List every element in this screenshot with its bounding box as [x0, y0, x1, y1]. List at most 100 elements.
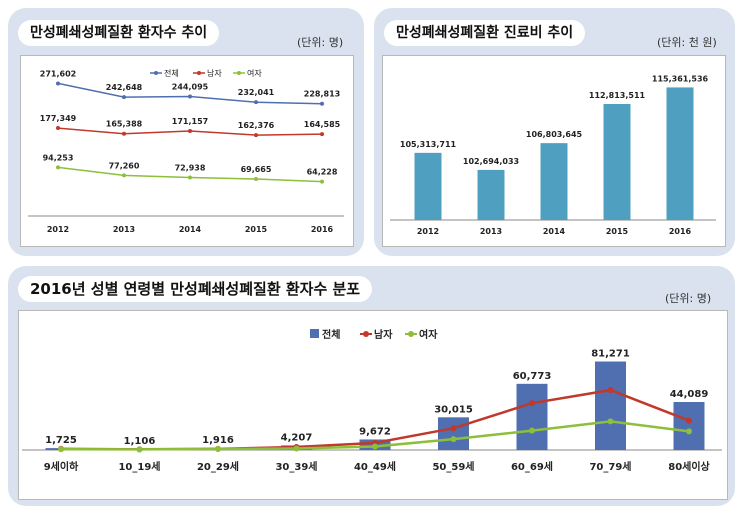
- chart1-data-point: [122, 95, 126, 100]
- chart2-data-label: 105,313,711: [400, 140, 457, 149]
- chart1-data-point: [320, 101, 324, 106]
- chart3-legend-marker: [363, 331, 369, 337]
- chart3-data-label: 4,207: [281, 432, 313, 443]
- chart3-data-label: 44,089: [670, 389, 709, 400]
- chart2-x-tick-label: 2014: [543, 227, 566, 236]
- chart3-x-tick-label: 10_19세: [118, 460, 160, 473]
- chart3-data-point: [372, 443, 378, 450]
- chart1-data-label: 228,813: [304, 90, 340, 99]
- chart3-data-point: [607, 387, 614, 394]
- chart3-data-point: [686, 428, 692, 435]
- chart1-data-label: 162,376: [238, 121, 275, 130]
- chart1-data-label: 94,253: [43, 153, 74, 162]
- chart1-unit: (단위: 명): [297, 36, 344, 49]
- chart1-data-point: [320, 132, 324, 137]
- chart1-data-label: 271,602: [40, 69, 76, 78]
- chart3-data-point: [58, 446, 64, 453]
- chart2-bar: [477, 169, 505, 220]
- chart1-data-point: [188, 94, 192, 99]
- chart3-data-point: [529, 427, 535, 434]
- chart2-bar: [540, 143, 568, 220]
- chart1-x-tick-label: 2012: [47, 225, 69, 234]
- chart2-bar: [414, 152, 442, 220]
- chart3-x-tick-label: 60_69세: [511, 460, 553, 473]
- chart1-data-label: 64,228: [307, 168, 338, 177]
- chart3-title: 2016년 성별 연령별 만성폐쇄성폐질환 환자수 분포: [18, 276, 373, 302]
- chart1-data-label: 165,388: [106, 120, 143, 129]
- chart1-legend-marker: [237, 71, 241, 75]
- chart1-data-label: 164,585: [304, 120, 341, 129]
- chart1-legend-marker: [154, 71, 158, 75]
- chart2-x-tick-label: 2012: [417, 227, 439, 236]
- chart1-x-tick-label: 2015: [245, 225, 268, 234]
- chart3-data-point: [136, 446, 143, 453]
- chart3-bar: [595, 361, 626, 450]
- chart3-legend-marker: [408, 331, 414, 337]
- chart2-title: 만성폐쇄성폐질환 진료비 추이: [384, 20, 586, 46]
- chart1-data-label: 72,938: [175, 163, 206, 172]
- chart3-data-point: [450, 425, 457, 432]
- chart1-legend-label: 여자: [247, 68, 262, 78]
- chart3-data-label: 30,015: [434, 404, 473, 415]
- chart3-x-tick-label: 20_29세: [197, 460, 239, 473]
- chart3-data-point: [529, 400, 535, 407]
- chart2-bar: [666, 87, 694, 220]
- chart1-legend-label: 남자: [207, 69, 222, 78]
- chart3-data-label: 1,106: [124, 436, 156, 447]
- chart1-data-label: 69,665: [241, 165, 272, 174]
- chart3-x-tick-label: 40_49세: [354, 460, 396, 473]
- chart1-data-label: 232,041: [238, 88, 275, 97]
- chart1-data-label: 244,095: [172, 82, 209, 91]
- chart1-x-tick-label: 2013: [113, 225, 135, 234]
- chart1-data-label: 177,349: [40, 114, 77, 123]
- chart3-legend-swatch: [310, 329, 319, 338]
- chart3-data-label: 81,271: [591, 349, 630, 360]
- chart2-data-label: 106,803,645: [526, 130, 583, 139]
- chart3-data-point: [215, 446, 221, 453]
- chart1-x-tick-label: 2014: [179, 225, 202, 234]
- chart3-legend-label: 여자: [419, 328, 438, 341]
- chart2-data-label: 115,361,536: [652, 74, 709, 83]
- chart1-data-point: [254, 133, 258, 138]
- chart2-x-tick-label: 2016: [669, 227, 692, 236]
- chart1-x-tick-label: 2016: [311, 225, 334, 234]
- chart1-data-point: [56, 81, 60, 86]
- chart3-x-tick-label: 50_59세: [432, 460, 474, 473]
- chart2-x-tick-label: 2013: [480, 227, 502, 236]
- chart3-data-point: [293, 445, 300, 452]
- chart1-data-point: [122, 131, 126, 136]
- chart3-bar: [438, 417, 469, 450]
- chart1-data-point: [254, 100, 258, 105]
- chart1-legend-marker: [197, 71, 201, 75]
- chart3-data-point: [607, 418, 614, 425]
- chart1-data-point: [188, 128, 192, 133]
- chart2-data-label: 102,694,033: [463, 157, 519, 166]
- chart1-title: 만성폐쇄성폐질환 환자수 추이: [18, 20, 220, 46]
- chart1-data-point: [320, 179, 324, 184]
- chart3-legend-label: 남자: [374, 328, 393, 341]
- chart3-data-label: 1,916: [202, 435, 234, 446]
- chart1-data-label: 242,648: [106, 83, 143, 92]
- chart2-data-label: 112,813,511: [589, 91, 646, 100]
- chart3-x-tick-label: 9세이하: [44, 460, 79, 473]
- chart3-data-point: [686, 417, 692, 424]
- chart2-x-tick-label: 2015: [606, 227, 629, 236]
- chart1-data-point: [56, 126, 60, 131]
- chart1-data-label: 171,157: [172, 117, 208, 126]
- chart3-bar: [673, 401, 705, 450]
- chart1-data-label: 77,260: [109, 161, 140, 170]
- chart3-x-tick-label: 80세이상: [668, 460, 710, 473]
- chart1-data-point: [122, 173, 126, 178]
- chart3-data-label: 1,725: [45, 435, 77, 446]
- chart3-legend-label: 전체: [322, 328, 340, 341]
- chart1-data-point: [188, 175, 192, 180]
- chart3-bar: [516, 383, 548, 450]
- chart2-bar: [603, 104, 631, 220]
- chart1-legend-label: 전체: [164, 68, 179, 78]
- chart3-unit: (단위: 명): [665, 292, 712, 305]
- chart2-unit: (단위: 천 원): [657, 36, 717, 49]
- chart3-data-label: 9,672: [359, 426, 391, 437]
- chart3-data-label: 60,773: [513, 371, 552, 382]
- chart3-x-tick-label: 70_79세: [589, 460, 631, 473]
